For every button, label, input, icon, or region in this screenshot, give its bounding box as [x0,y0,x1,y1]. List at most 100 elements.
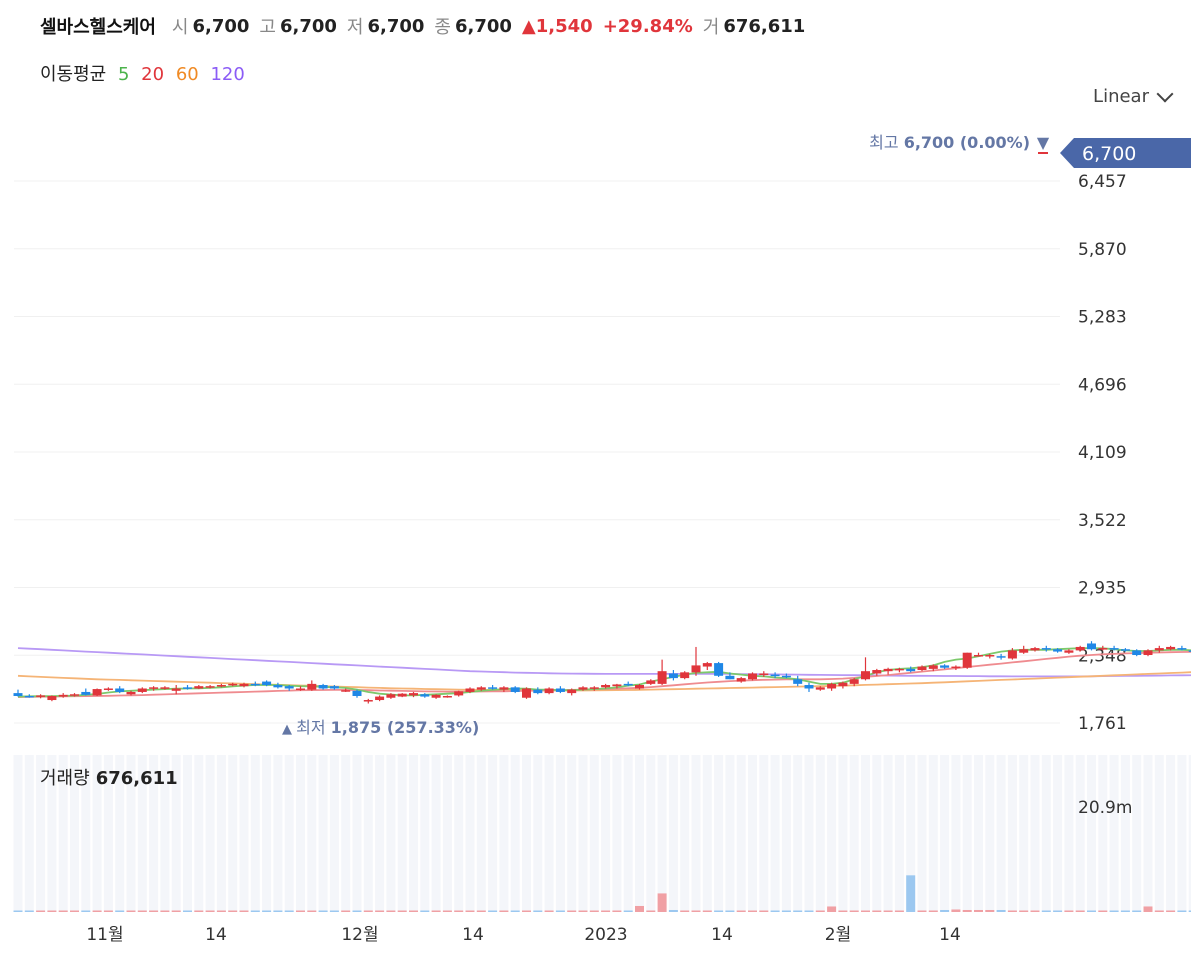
candle-body [827,683,837,689]
candle-body [1087,643,1096,650]
volume-bar [341,910,351,912]
candle-body [318,685,328,689]
volume-slot [160,755,170,912]
volume-bar [883,910,893,912]
volume-slot [872,755,882,912]
volume-value: 676,611 [723,15,806,37]
scale-selector[interactable]: Linear [1093,85,1174,107]
volume-slot [714,755,724,912]
candle-body [1177,648,1187,650]
volume-slot [691,755,701,912]
candle-body [1109,648,1119,650]
volume-slot [431,755,441,912]
volume-bar [36,910,46,912]
y-tick-label: 1,761 [1078,714,1127,734]
candle-body [793,679,803,684]
change-percent: +29.84% [602,15,693,37]
ma-5-toggle[interactable]: 5 [117,64,130,85]
volume-slot [228,755,238,912]
volume-bar [307,910,317,912]
candle-body [216,685,226,687]
volume-bar [940,909,950,912]
volume-slot [329,755,339,912]
volume-slot [386,755,396,912]
volume-bar [103,910,113,912]
ma-120-toggle[interactable]: 120 [210,64,245,85]
volume-slot [465,755,475,912]
candle-body [1007,650,1017,659]
open-value: 6,700 [192,15,250,37]
volume-slot [940,755,950,912]
close-value: 6,700 [454,15,512,37]
volume-slot [1120,755,1130,912]
volume-bar [827,906,837,912]
volume-bar [239,910,249,912]
volume-axis-tick: 20.9m [1078,798,1132,818]
volume-bar [442,910,452,912]
ma-20-toggle[interactable]: 20 [141,64,165,85]
volume-slot [92,755,102,912]
volume-bar [81,910,91,912]
volume-slot [996,755,1006,912]
high-annotation-text: 최고 6,700 (0.00%) [869,133,1030,152]
volume-bar [296,910,305,912]
volume-slot [555,755,565,912]
volume-bar [465,910,475,912]
high-value: 6,700 [279,15,337,37]
volume-slot [216,755,226,912]
volume-slot [1143,755,1153,912]
volume-slot [1087,755,1096,912]
candle-body [262,681,272,686]
volume-bar [770,910,780,912]
candle-body [555,688,565,692]
candle-body [748,673,757,680]
volume-bar [70,910,79,912]
volume-slot [985,755,995,912]
volume-bar [1098,910,1108,912]
candle-body [533,689,543,694]
volume-bar [1041,910,1051,912]
volume-slot [1075,755,1085,912]
volume-slot [702,755,712,912]
x-tick-label: 14 [711,925,733,945]
candle-body [691,665,701,673]
volume-bar [454,910,464,912]
candle-body [171,688,181,691]
candle-body [928,665,938,669]
volume-panel-value: 676,611 [95,768,178,789]
candle-body [386,694,396,698]
candle-body [510,687,520,692]
candle-body [194,686,204,689]
high-annotation-value: 6,700 (0.00%) [904,133,1030,152]
volume-bar [567,910,577,912]
x-tick-label: 2023 [584,925,627,945]
volume-bar [115,910,125,912]
ma-20-line [17,650,1191,698]
candle-body [488,687,498,689]
candle-body [1154,648,1164,651]
candle-body [838,682,848,687]
volume-bar [668,909,678,912]
candle-body [657,671,667,684]
volume-bar [985,909,995,912]
volume-bar [725,910,735,912]
candle-body [115,688,125,692]
volume-bar [262,910,272,912]
candle-body [894,668,904,671]
volume-slot [442,755,452,912]
volume-bar [250,910,260,912]
volume-slot [567,755,577,912]
volume-bar [612,910,622,912]
ma-60-toggle[interactable]: 60 [175,64,199,85]
volume-slot [13,755,23,912]
high-annotation-label: 최고 [869,133,904,152]
candle-body [284,686,294,689]
volume-slot [149,755,159,912]
candle-body [183,687,192,689]
volume-slot [24,755,34,912]
y-tick-label: 5,283 [1078,308,1127,328]
candle-body [770,674,780,677]
volume-slot [736,755,746,912]
candle-body [228,683,238,686]
